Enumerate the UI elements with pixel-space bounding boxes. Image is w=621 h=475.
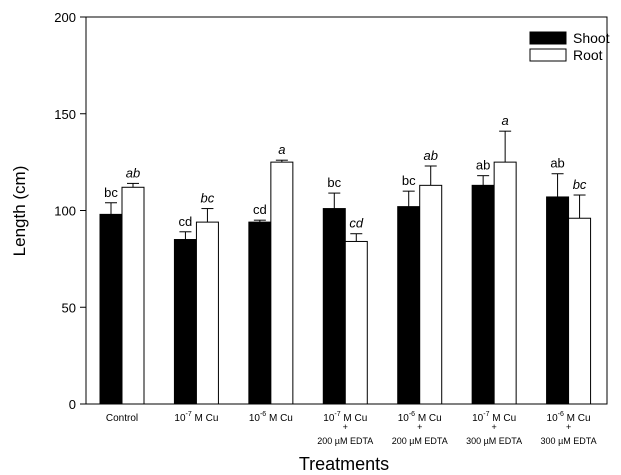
bar-root-0 [121, 186, 145, 405]
y-tick-label-2: 100 [54, 204, 76, 219]
x-axis-title: Treatments [299, 454, 389, 474]
legend-label-shoot: Shoot [573, 30, 610, 46]
x-tick-plus-3: + [343, 422, 348, 432]
y-axis-title: Length (cm) [10, 166, 29, 257]
legend-swatch-root [529, 48, 567, 62]
y-axis: 0 50 100 150 200 [54, 10, 86, 412]
x-tick-label-6: 10-6 M Cu [547, 411, 591, 424]
bar-root-1 [195, 221, 219, 405]
significance-label-shoot-5: ab [476, 158, 490, 173]
significance-label-shoot-2: cd [253, 202, 267, 217]
bar-root-3 [344, 240, 368, 405]
significance-label-root-1: bc [201, 191, 215, 206]
bar-shoot-4 [397, 206, 421, 405]
significance-label-shoot-0: bc [104, 185, 118, 200]
bar-root-4 [419, 184, 443, 405]
x-tick-plus-6: + [566, 422, 571, 432]
x-tick-label-5: 10-7 M Cu [472, 411, 516, 424]
significance-label-root-5: a [502, 113, 509, 128]
x-tick-label-line2-6: 300 µM EDTA [541, 436, 597, 446]
significance-label-root-0: ab [126, 165, 140, 180]
x-tick-plus-4: + [417, 422, 422, 432]
y-tick-label-1: 50 [62, 300, 76, 315]
legend-label-root: Root [573, 47, 603, 63]
significance-label-shoot-6: ab [550, 156, 564, 171]
bar-shoot-5 [471, 184, 495, 405]
significance-label-root-2: a [278, 142, 285, 157]
bar-shoot-2 [248, 221, 272, 405]
significance-label-root-4: ab [423, 148, 437, 163]
x-tick-label-1: 10-7 M Cu [174, 411, 218, 424]
bar-shoot-6 [546, 196, 570, 405]
significance-label-shoot-1: cd [179, 214, 193, 229]
y-tick-label-4: 200 [54, 10, 76, 25]
legend-swatch-shoot [529, 31, 567, 45]
significance-label-root-3: cd [349, 216, 364, 231]
x-tick-label-line2-3: 200 µM EDTA [317, 436, 373, 446]
x-tick-plus-5: + [492, 422, 497, 432]
bar-shoot-0 [99, 213, 123, 405]
bar-root-2 [270, 161, 294, 405]
x-tick-label-line2-4: 200 µM EDTA [392, 436, 448, 446]
significance-label-shoot-4: bc [402, 173, 416, 188]
bar-root-5 [493, 161, 517, 405]
bar-shoot-1 [173, 239, 197, 405]
significance-label-root-6: bc [573, 177, 587, 192]
bar-root-6 [568, 217, 592, 405]
y-tick-label-3: 150 [54, 107, 76, 122]
x-tick-label-line2-5: 300 µM EDTA [466, 436, 522, 446]
x-tick-label-2: 10-6 M Cu [249, 411, 293, 424]
x-tick-label-3: 10-7 M Cu [323, 411, 367, 424]
y-tick-label-0: 0 [69, 397, 76, 412]
x-axis: Control 10-7 M Cu 10-6 M Cu 10-7 M Cu+200 µ… [106, 411, 597, 446]
significance-label-shoot-3: bc [327, 175, 341, 190]
x-tick-label-4: 10-6 M Cu [398, 411, 442, 424]
x-tick-label-0: Control [106, 413, 138, 424]
bar-shoot-3 [322, 208, 346, 405]
